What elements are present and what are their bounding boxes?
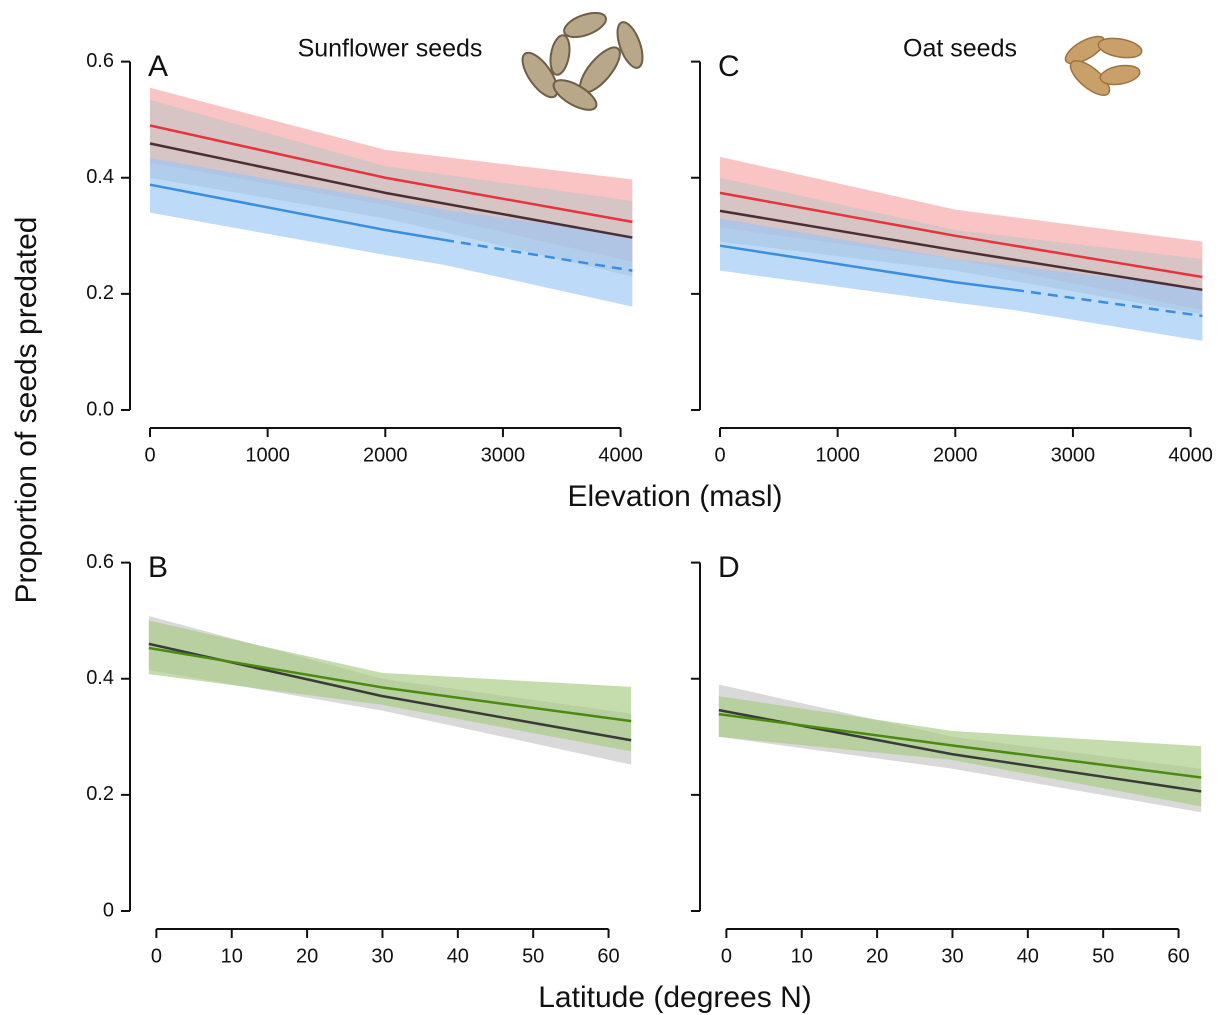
- x-tick-label: 0: [721, 945, 732, 967]
- y-tick-label: 0: [103, 899, 114, 921]
- oat-seed-icon: [1064, 35, 1143, 96]
- line: [719, 209, 1203, 292]
- x-tick-label: 50: [522, 945, 544, 967]
- x-tick-label: 2000: [933, 444, 978, 466]
- panel-title: Sunflower seeds: [298, 35, 483, 63]
- line: [149, 183, 445, 242]
- line-dashed: [1013, 288, 1203, 318]
- x-axis-label: Latitude (degrees N): [538, 981, 812, 1014]
- x-tick-label: 0: [151, 945, 162, 967]
- confidence-band: [720, 218, 1203, 341]
- y-tick-label: 0.0: [86, 398, 114, 420]
- line: [149, 124, 633, 224]
- line: [718, 712, 1202, 779]
- panel-title: Oat seeds: [903, 35, 1017, 63]
- line-dashed: [443, 238, 633, 272]
- panel: 0.0 0.2 0.4 0.6 0 1000 2000 3000 4000 A Sunflower …: [10, 35, 783, 604]
- y-tick-label: 0.6: [86, 551, 114, 573]
- x-tick-label: 30: [941, 945, 963, 967]
- x-tick-label: 4000: [598, 444, 643, 466]
- x-tick-label: 10: [791, 945, 813, 967]
- sunflower-seed-icon: [521, 11, 644, 111]
- x-tick-label: 30: [371, 945, 393, 967]
- confidence-band: [718, 696, 1202, 807]
- line: [149, 142, 633, 239]
- panel: 0 1000 2000 3000 4000 C Oat seeds: [691, 35, 1213, 466]
- x-tick-label: 0: [144, 444, 155, 466]
- x-tick-label: 20: [296, 945, 318, 967]
- x-tick-label: 10: [221, 945, 243, 967]
- line: [148, 646, 632, 723]
- x-tick-label: 3000: [481, 444, 526, 466]
- confidence-band: [148, 620, 632, 752]
- panel-letter: A: [148, 50, 168, 83]
- y-axis-label: Proportion of seeds predated: [10, 217, 43, 604]
- panel-letter: D: [718, 551, 740, 584]
- confidence-band: [150, 158, 633, 307]
- x-tick-label: 0: [714, 444, 725, 466]
- x-tick-label: 2000: [363, 444, 408, 466]
- x-tick-label: 40: [1017, 945, 1039, 967]
- panel-letter: C: [718, 50, 740, 83]
- y-tick-label: 0.2: [86, 783, 114, 805]
- x-tick-label: 60: [1167, 945, 1189, 967]
- y-tick-label: 0.4: [86, 166, 114, 188]
- x-tick-label: 60: [597, 945, 619, 967]
- x-tick-label: 3000: [1051, 444, 1096, 466]
- x-axis-label: Elevation (masl): [567, 480, 782, 513]
- x-tick-label: 1000: [245, 444, 290, 466]
- x-tick-label: 40: [447, 945, 469, 967]
- y-tick-label: 0.6: [86, 50, 114, 72]
- panel: 0 10 20 30 40 50 60 D: [691, 551, 1202, 967]
- panel-letter: B: [148, 551, 168, 584]
- line: [719, 244, 1015, 292]
- panel: 0 0.2 0.4 0.6 0 10 20 30 40 50 60 B Latitude (degree…: [86, 551, 812, 1014]
- x-tick-label: 50: [1092, 945, 1114, 967]
- y-tick-label: 0.4: [86, 667, 114, 689]
- y-tick-label: 0.2: [86, 282, 114, 304]
- x-tick-label: 4000: [1168, 444, 1213, 466]
- x-tick-label: 1000: [815, 444, 860, 466]
- line: [719, 191, 1203, 279]
- x-tick-label: 20: [866, 945, 888, 967]
